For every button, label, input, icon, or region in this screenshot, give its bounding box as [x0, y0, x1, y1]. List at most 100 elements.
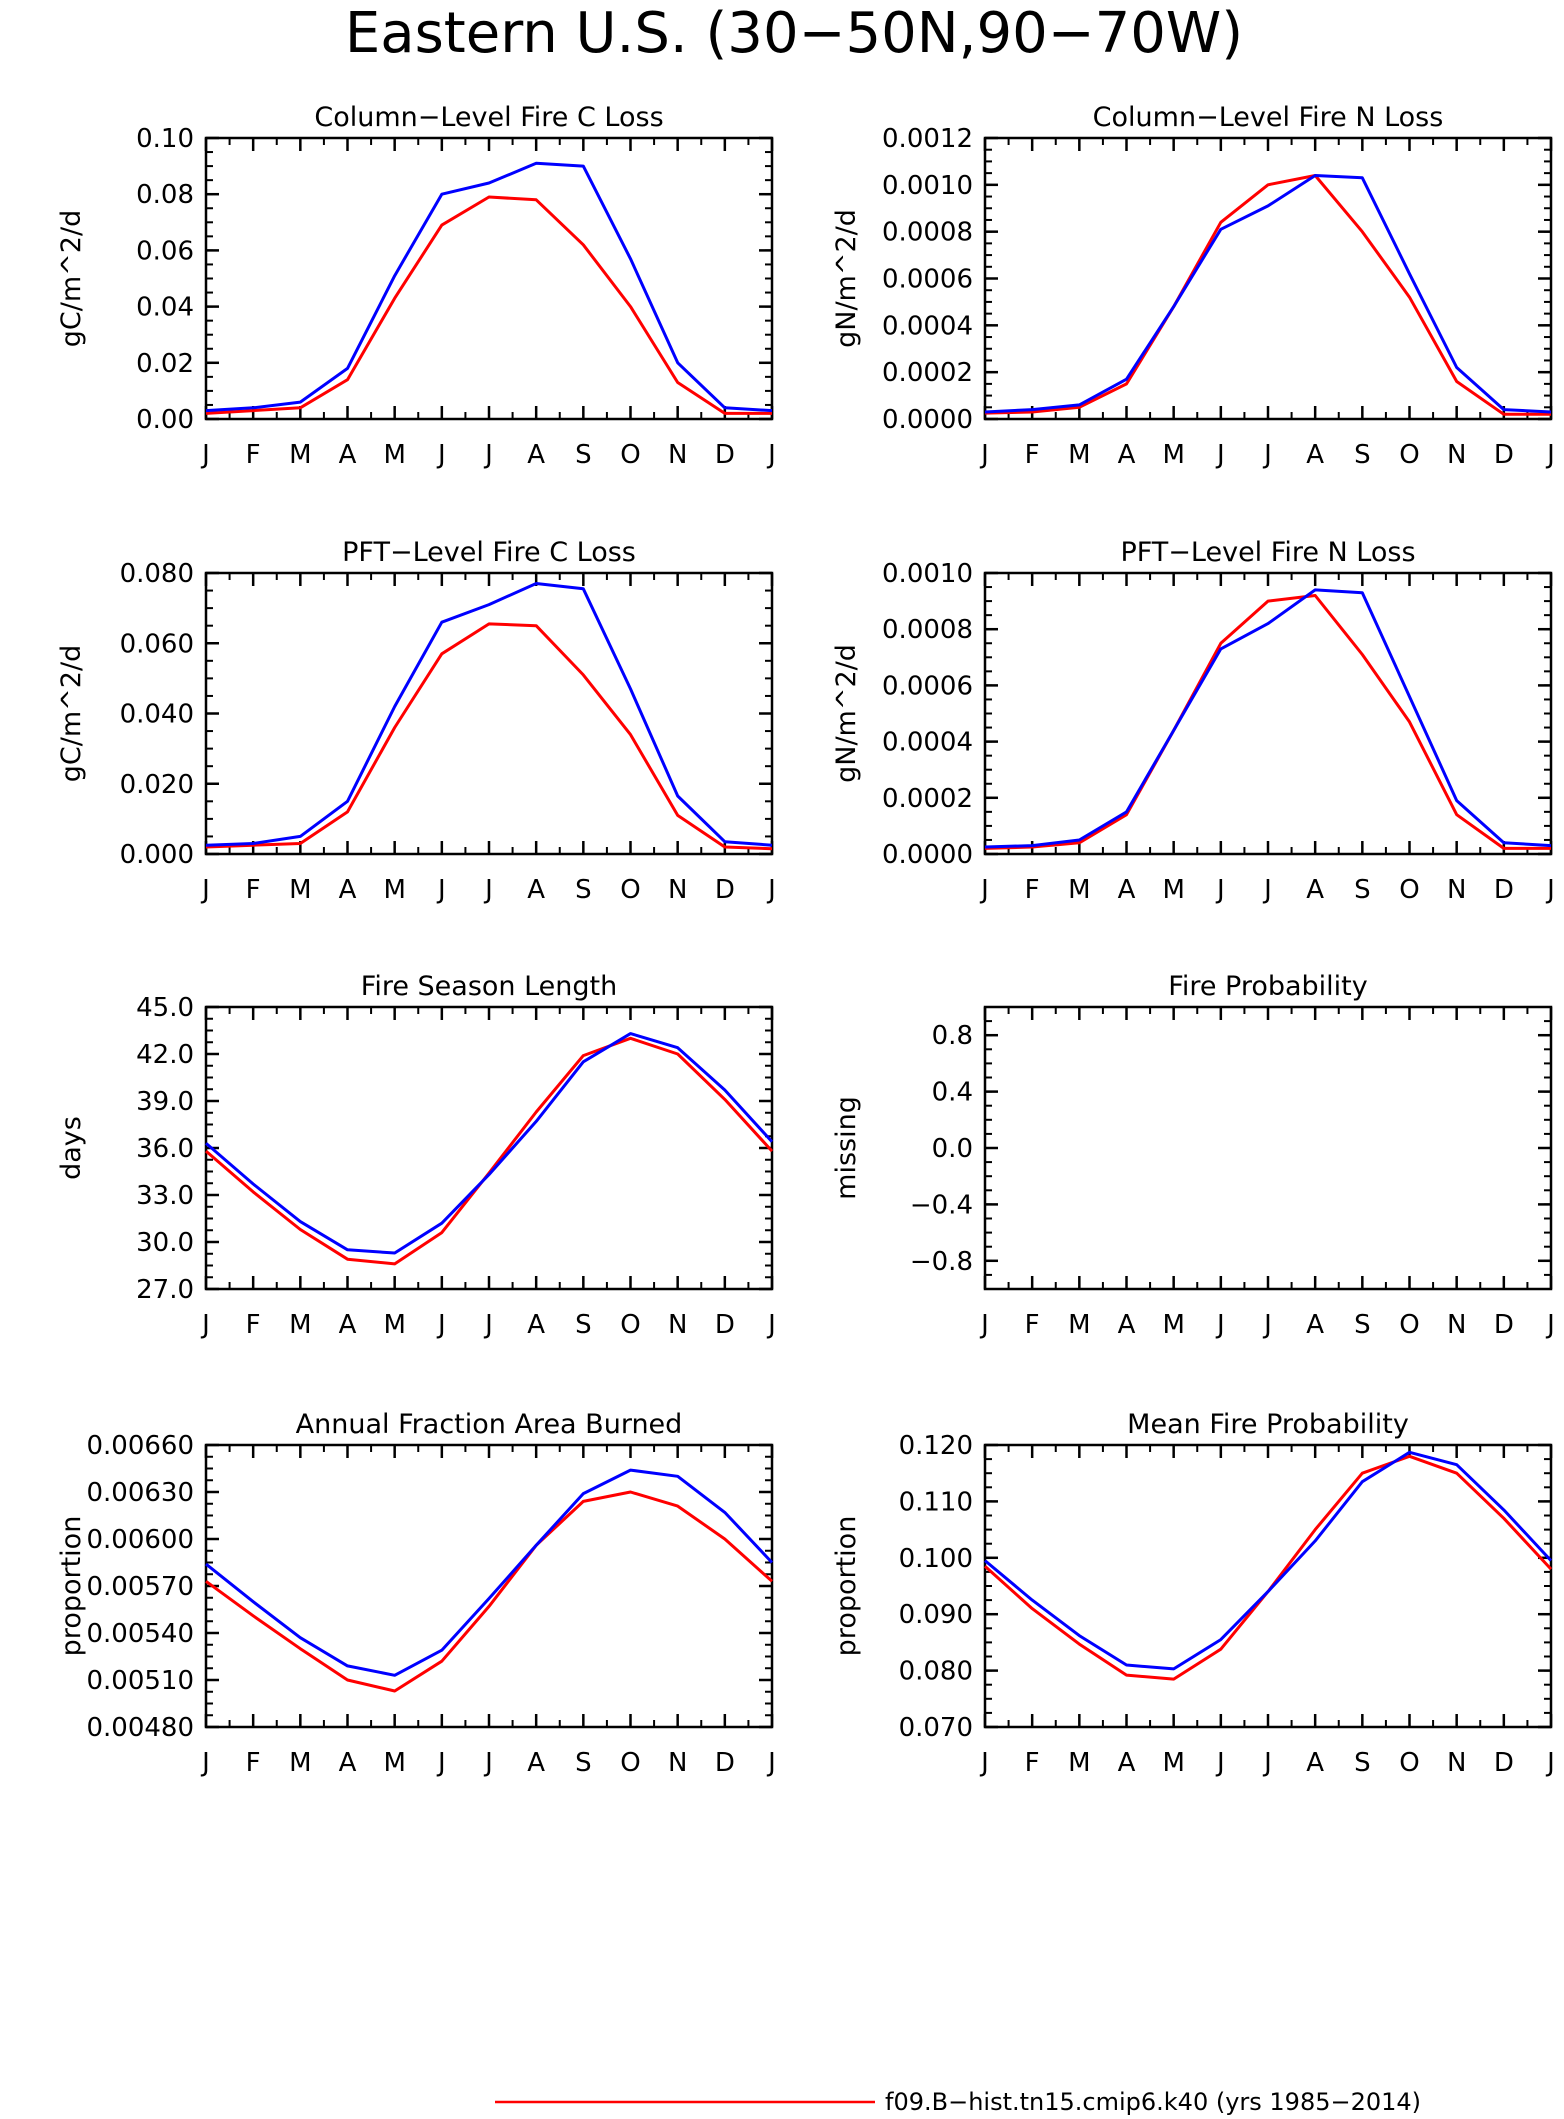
- y-tick-label: 30.0: [136, 1228, 194, 1258]
- x-tick-label: A: [527, 1748, 545, 1778]
- x-tick-label: J: [1262, 1748, 1272, 1778]
- x-tick-label: J: [979, 1310, 989, 1340]
- x-tick-label: S: [1354, 875, 1371, 905]
- x-tick-label: A: [339, 1748, 357, 1778]
- x-tick-label: J: [200, 440, 210, 470]
- x-tick-label: J: [1545, 1310, 1555, 1340]
- y-tick-label: 0.0: [932, 1134, 973, 1164]
- x-tick-label: A: [339, 440, 357, 470]
- x-tick-label: J: [766, 875, 776, 905]
- x-tick-label: F: [1025, 1748, 1040, 1778]
- y-tick-label: 0.0000: [882, 405, 973, 435]
- y-tick-label: 0.00: [136, 405, 194, 435]
- x-tick-label: J: [436, 1748, 446, 1778]
- panel-title: Column−Level Fire N Loss: [1093, 102, 1444, 133]
- x-tick-label: A: [1306, 1748, 1324, 1778]
- x-tick-label: O: [1399, 1310, 1419, 1340]
- y-tick-label: 0.0000: [882, 840, 973, 870]
- x-tick-label: J: [200, 1310, 210, 1340]
- x-tick-label: N: [1447, 1310, 1466, 1340]
- y-tick-label: 0.00660: [86, 1431, 194, 1461]
- y-tick-label: 0.4: [932, 1078, 973, 1108]
- x-tick-label: A: [527, 875, 545, 905]
- x-tick-label: A: [1118, 440, 1136, 470]
- x-tick-label: J: [1215, 1310, 1225, 1340]
- series-line-red: [205, 1490, 774, 1693]
- x-tick-label: A: [1306, 1310, 1324, 1340]
- panel-title: PFT−Level Fire C Loss: [342, 537, 636, 568]
- x-tick-label: A: [1118, 1748, 1136, 1778]
- x-tick-label: S: [575, 875, 592, 905]
- chart-panel-3: J F M A M J J A S O N D J0.00000.00020.00040.00060.0…: [831, 537, 1555, 905]
- y-tick-label: 0.0010: [882, 171, 973, 201]
- y-tick-label: 42.0: [136, 1040, 194, 1070]
- chart-panel-4: J F M A M J J A S O N D J27.030.033.036.039.042.045.…: [56, 971, 776, 1340]
- x-tick-label: J: [766, 440, 776, 470]
- x-tick-label: J: [200, 1748, 210, 1778]
- x-tick-label: M: [383, 875, 405, 905]
- x-tick-label: J: [979, 875, 989, 905]
- series-line-red: [983, 1454, 1553, 1681]
- x-tick-label: F: [1025, 1310, 1040, 1340]
- x-tick-label: M: [1068, 1310, 1090, 1340]
- y-axis-label: proportion: [56, 1516, 87, 1657]
- x-tick-label: O: [620, 1310, 640, 1340]
- y-tick-label: 0.000: [120, 840, 194, 870]
- series-line-blue: [205, 1032, 774, 1255]
- y-tick-label: 0.00480: [86, 1713, 194, 1743]
- x-tick-label: J: [1215, 875, 1225, 905]
- chart-panel-6: J F M A M J J A S O N D J0.004800.005100.005400.0057…: [56, 1409, 776, 1778]
- x-tick-label: J: [979, 440, 989, 470]
- series-line-red: [984, 174, 1551, 416]
- y-tick-label: 0.00540: [86, 1619, 194, 1649]
- x-tick-label: A: [1118, 1310, 1136, 1340]
- x-tick-label: J: [1262, 875, 1272, 905]
- y-tick-label: 0.10: [136, 124, 194, 154]
- legend-label-red: f09.B−hist.tn15.cmip6.k40 (yrs 1985−2014…: [885, 2088, 1421, 2116]
- x-tick-label: M: [1162, 875, 1184, 905]
- x-tick-label: F: [1025, 875, 1040, 905]
- legend: f09.B−hist.tn15.cmip6.k40 (yrs 1985−2014…: [495, 2088, 1421, 2116]
- x-tick-label: M: [289, 875, 311, 905]
- y-tick-label: 0.00600: [86, 1525, 194, 1555]
- x-tick-label: D: [715, 875, 735, 905]
- x-tick-label: J: [1262, 1310, 1272, 1340]
- x-tick-label: A: [527, 440, 545, 470]
- y-axis-label: days: [56, 1116, 87, 1180]
- plot-frame: [204, 1443, 774, 1729]
- x-tick-label: M: [1068, 1748, 1090, 1778]
- x-tick-label: J: [1545, 875, 1555, 905]
- series-line-blue: [205, 161, 773, 413]
- x-tick-label: J: [1545, 1748, 1555, 1778]
- x-tick-label: D: [1494, 440, 1514, 470]
- y-tick-label: 0.060: [120, 629, 194, 659]
- x-tick-label: J: [483, 1310, 493, 1340]
- series-line-red: [205, 195, 772, 415]
- y-tick-label: 0.0008: [882, 615, 973, 645]
- x-tick-label: O: [1399, 875, 1419, 905]
- series-line-blue: [984, 588, 1552, 849]
- y-tick-label: 0.00570: [86, 1572, 194, 1602]
- y-tick-label: 0.0010: [882, 559, 973, 589]
- x-tick-label: S: [575, 440, 592, 470]
- x-tick-label: O: [620, 440, 640, 470]
- series-line-blue: [984, 174, 1552, 414]
- x-tick-label: J: [766, 1310, 776, 1340]
- series-line-blue: [984, 1450, 1553, 1671]
- x-tick-label: N: [1447, 1748, 1466, 1778]
- x-tick-label: D: [1494, 1310, 1514, 1340]
- chart-panel-2: J F M A M J J A S O N D J0.0000.0200.0400.0600.080PF…: [56, 537, 776, 905]
- x-tick-label: M: [1068, 440, 1090, 470]
- x-tick-label: M: [1162, 1748, 1184, 1778]
- x-tick-label: J: [483, 875, 493, 905]
- x-tick-label: F: [1025, 440, 1040, 470]
- x-tick-label: M: [1162, 1310, 1184, 1340]
- panel-title: Mean Fire Probability: [1127, 1409, 1409, 1440]
- x-tick-label: J: [483, 1748, 493, 1778]
- x-tick-label: J: [1215, 1748, 1225, 1778]
- y-tick-label: 0.120: [899, 1431, 973, 1461]
- x-tick-label: D: [715, 1310, 735, 1340]
- y-tick-label: 45.0: [136, 993, 194, 1023]
- y-tick-label: 0.8: [932, 1021, 973, 1051]
